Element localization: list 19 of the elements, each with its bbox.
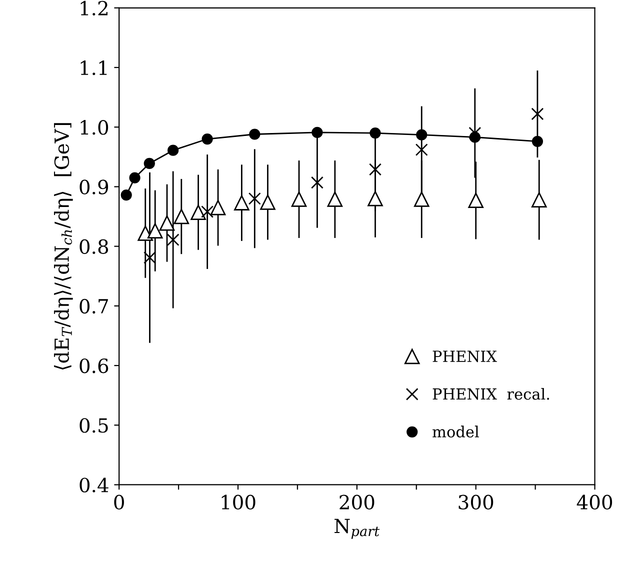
x-tick-label: 0 <box>114 494 124 510</box>
y-axis-title: ⟨dE$_{T}$/dη⟩/⟨dN$_{ch}$/dη⟩ [GeV] <box>54 123 73 370</box>
y-tick-label: 1.0 <box>80 120 108 135</box>
y-tick-label: 0.4 <box>80 478 108 492</box>
y-tick-label: 0.5 <box>80 418 108 433</box>
legend-label: PHENIX <box>432 350 497 362</box>
legend-label: model <box>432 426 479 438</box>
x-tick-label: 400 <box>576 494 612 510</box>
y-tick-label: 0.7 <box>80 298 108 314</box>
y-tick-label: 0.9 <box>80 180 108 194</box>
y-tick-label: 1.2 <box>80 0 108 16</box>
x-tick-label: 200 <box>340 494 374 510</box>
y-tick-label: 0.6 <box>80 358 108 374</box>
x-axis-title: N$_{part}$ <box>334 518 380 539</box>
x-tick-label: 300 <box>458 494 494 510</box>
y-tick-label: 1.1 <box>80 60 107 76</box>
y-tick-label: 0.8 <box>80 239 108 254</box>
legend-label: PHENIX recal. <box>432 388 550 400</box>
x-tick-label: 100 <box>222 494 256 510</box>
